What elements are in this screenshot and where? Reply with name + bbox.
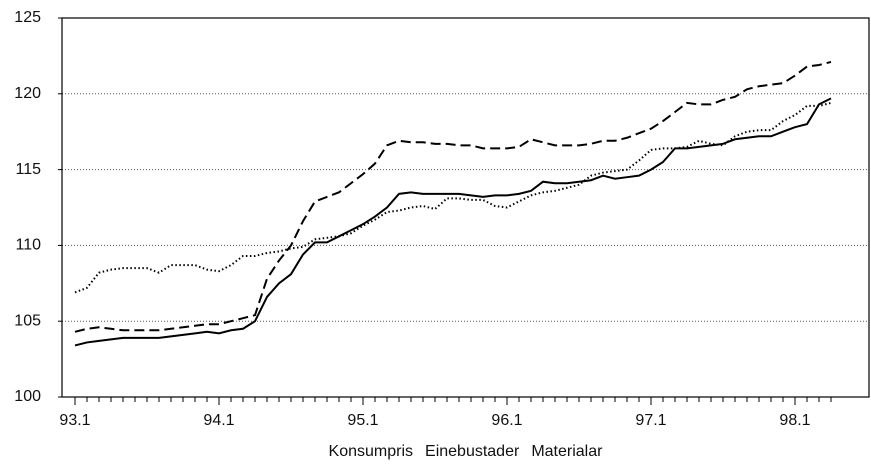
legend-label: Konsumpris [329,443,413,460]
series-line [74,101,832,294]
x-tick-label: 95.1 [347,412,378,429]
x-tick-label: 93.1 [59,412,90,429]
legend-label: Einebustader [425,443,520,460]
x-tick-label: 98.1 [779,412,810,429]
y-tick-label: 120 [14,85,41,102]
x-tick-label: 96.1 [491,412,522,429]
x-tick-label: 97.1 [635,412,666,429]
y-tick-label: 110 [15,237,41,254]
y-tick-label: 105 [14,312,41,329]
series-line [74,60,832,333]
legend-label: Materialar [531,443,603,460]
series-line [74,97,832,347]
y-tick-label: 100 [14,388,41,405]
y-tick-label: 125 [14,9,41,26]
y-tick-label: 115 [15,161,41,178]
plot-frame [61,17,870,398]
x-tick-label: 94.1 [203,412,234,429]
